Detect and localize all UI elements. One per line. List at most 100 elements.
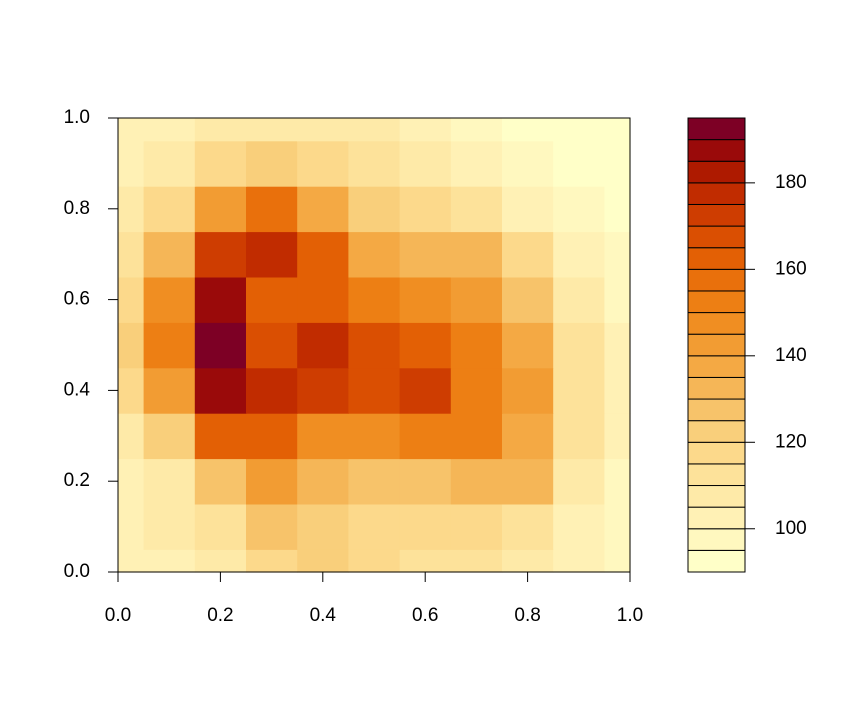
key-band [687, 376, 746, 400]
contour-cell [194, 118, 247, 142]
contour-cell [502, 503, 554, 550]
contour-cell [502, 231, 554, 278]
contour-cell [502, 140, 554, 187]
contour-cell [297, 231, 349, 278]
contour-cell [604, 549, 631, 573]
contour-cell [348, 231, 401, 278]
key-tick-label: 180 [775, 172, 807, 193]
contour-cell [604, 276, 631, 323]
contour-cell [399, 322, 452, 369]
contour-cell [604, 140, 631, 187]
contour-cell [502, 276, 554, 323]
key-tick-label: 120 [775, 431, 807, 452]
contour-cell [194, 140, 247, 187]
contour-cell [143, 413, 196, 460]
contour-cell [450, 322, 503, 369]
x-tick-label: 0.6 [412, 605, 438, 626]
contour-cell [553, 276, 605, 323]
contour-cell [604, 322, 631, 369]
contour-cell [399, 367, 452, 414]
contour-cell [502, 186, 554, 233]
contour-cell [450, 503, 503, 550]
key-band [687, 268, 746, 292]
contour-cell [450, 413, 503, 460]
contour-cell [553, 322, 605, 369]
y-tick-label: 0.2 [64, 470, 90, 491]
contour-cell [143, 231, 196, 278]
contour-cell [348, 503, 401, 550]
key-band [687, 160, 746, 184]
contour-cell [246, 322, 298, 369]
contour-cell [143, 458, 196, 505]
contour-cell [246, 458, 298, 505]
key-band [687, 333, 746, 357]
contour-cell [118, 413, 145, 460]
contour-cell [143, 322, 196, 369]
contour-cell [399, 186, 452, 233]
contour-cell [450, 140, 503, 187]
key-band [687, 528, 746, 551]
contour-cell [348, 276, 401, 323]
contour-cell [118, 549, 145, 573]
contour-cell [194, 367, 247, 414]
contour-cell [118, 231, 145, 278]
contour-cell [399, 549, 452, 573]
contour-cell [604, 186, 631, 233]
contour-cell [246, 276, 298, 323]
contour-cell [502, 367, 554, 414]
contour-cell [553, 549, 605, 573]
contour-cell [297, 186, 349, 233]
contour-cell [246, 503, 298, 550]
contour-cell [348, 458, 401, 505]
contour-cell [118, 322, 145, 369]
contour-cell [194, 503, 247, 550]
key-tick-label: 100 [775, 518, 807, 539]
contour-cell [118, 276, 145, 323]
y-tick-label: 0.6 [64, 289, 90, 310]
contour-cell [604, 503, 631, 550]
contour-cell [297, 118, 349, 142]
contour-cell [348, 140, 401, 187]
contour-cell [553, 231, 605, 278]
contour-cell [118, 140, 145, 187]
contour-cell [604, 118, 631, 142]
contour-cell [118, 458, 145, 505]
key-band [687, 312, 746, 335]
contour-cell [246, 549, 298, 573]
contour-cell [143, 140, 196, 187]
contour-cell [194, 413, 247, 460]
contour-cell [348, 322, 401, 369]
key-band [687, 182, 746, 205]
contour-cell [450, 549, 503, 573]
contour-cell [118, 118, 145, 142]
contour-cell [194, 186, 247, 233]
contour-cell [553, 367, 605, 414]
contour-cell [604, 413, 631, 460]
contour-cell [553, 413, 605, 460]
contour-cell [502, 549, 554, 573]
contour-cell [604, 458, 631, 505]
contour-cell [143, 118, 196, 142]
contour-cell [553, 140, 605, 187]
contour-cell [297, 276, 349, 323]
contour-cell [399, 413, 452, 460]
contour-cell [246, 186, 298, 233]
contour-cell [553, 186, 605, 233]
y-tick-label: 0.4 [64, 379, 91, 400]
y-tick-label: 0.0 [64, 561, 90, 582]
contour-cell [399, 118, 452, 142]
x-tick-label: 0.2 [207, 605, 233, 626]
key-band [687, 549, 746, 573]
contour-cell [246, 140, 298, 187]
x-tick-label: 0.8 [514, 605, 540, 626]
axes: 0.0 0.2 0.4 0.6 0.8 1.0 0.0 0.2 0.4 0.6 0.8 1.0 100 1… [64, 107, 807, 626]
contour-cell [246, 413, 298, 460]
contour-cell [604, 231, 631, 278]
contour-cell [143, 186, 196, 233]
key-band [687, 420, 746, 443]
key-band [687, 203, 746, 227]
contour-cell [450, 186, 503, 233]
contour-cell [143, 549, 196, 573]
contour-cell [502, 118, 554, 142]
contour-cell [399, 140, 452, 187]
